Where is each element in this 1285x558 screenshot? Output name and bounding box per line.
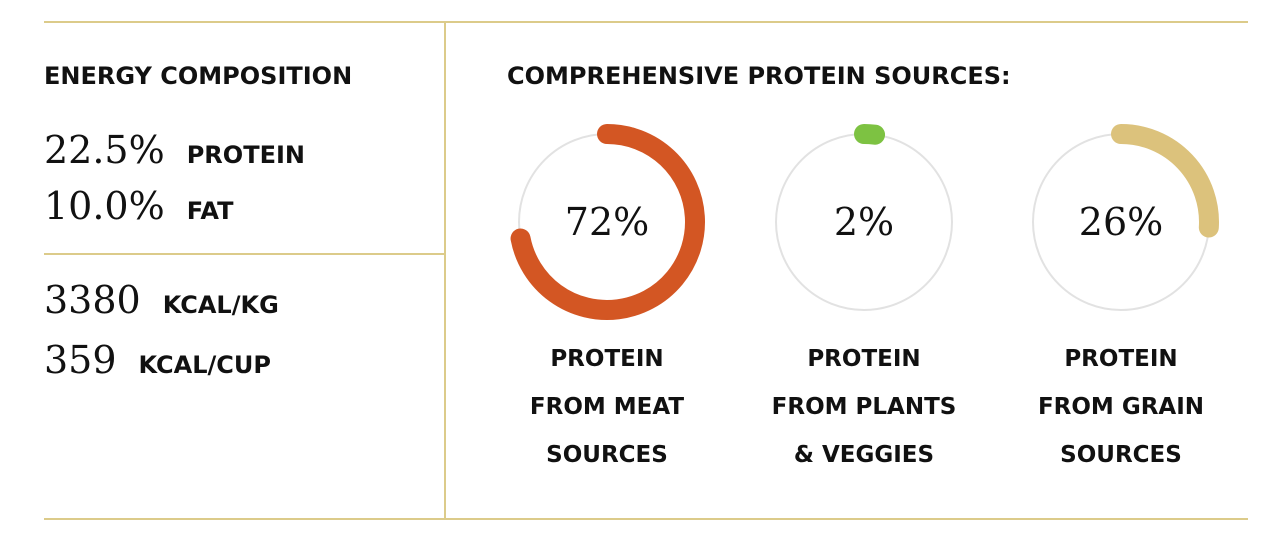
energy-heading: ENERGY COMPOSITION (44, 62, 353, 90)
stat-kcal-cup: 359 KCAL/CUP (44, 338, 271, 382)
protein-heading: COMPREHENSIVE PROTEIN SOURCES: (507, 62, 1011, 90)
column-divider (444, 22, 446, 519)
donut-value-label: 72% (565, 200, 649, 244)
caption-line: FROM GRAIN (1037, 394, 1205, 420)
donut-grain: 26% (1032, 124, 1219, 311)
caption-plants: PROTEIN FROM PLANTS & VEGGIES (744, 335, 984, 479)
stat-value: 22.5% (44, 128, 165, 172)
stat-value: 359 (44, 338, 117, 382)
donut-meat: 72% (510, 124, 705, 320)
stat-kcal-kg: 3380 KCAL/KG (44, 278, 279, 322)
stat-unit: KCAL/KG (162, 291, 279, 319)
stat-unit: PROTEIN (186, 141, 305, 169)
donut-arc (854, 124, 886, 145)
donut-value-label: 2% (834, 200, 894, 244)
stat-value: 3380 (44, 278, 141, 322)
caption-line: & VEGGIES (793, 442, 935, 468)
caption-line: PROTEIN (550, 346, 664, 372)
section-divider (44, 253, 445, 255)
top-rule (44, 21, 1248, 23)
caption-line: PROTEIN (1064, 346, 1178, 372)
donut-plants: 2% (775, 124, 953, 311)
stat-value: 10.0% (44, 184, 165, 228)
caption-line: SOURCES (546, 442, 668, 468)
caption-grain: PROTEIN FROM GRAIN SOURCES (1001, 335, 1241, 479)
caption-line: FROM MEAT (529, 394, 685, 420)
caption-line: FROM PLANTS (771, 394, 957, 420)
caption-meat: PROTEIN FROM MEAT SOURCES (487, 335, 727, 479)
caption-line: SOURCES (1060, 442, 1182, 468)
stat-unit: FAT (186, 197, 234, 225)
donut-arc (1111, 124, 1219, 238)
donut-arc (510, 124, 705, 320)
stat-unit: KCAL/CUP (138, 351, 271, 379)
caption-line: PROTEIN (807, 346, 921, 372)
stat-fat: 10.0% FAT (44, 184, 233, 228)
bottom-rule (44, 518, 1248, 520)
donut-value-label: 26% (1079, 200, 1163, 244)
stat-protein: 22.5% PROTEIN (44, 128, 305, 172)
